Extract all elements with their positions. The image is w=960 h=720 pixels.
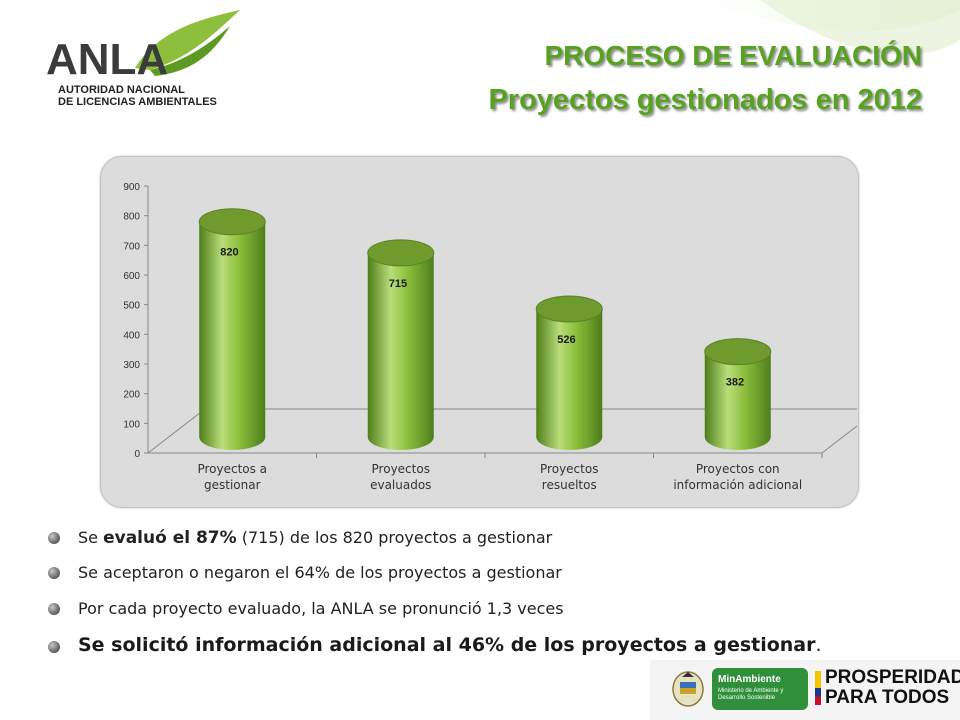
bar-top — [704, 338, 772, 366]
y-tick-label: 600 — [123, 271, 140, 282]
data-label: 382 — [726, 377, 744, 389]
slogan-line2: PARA TODOS — [825, 687, 950, 708]
ministry-subtitle: Ministerio de Ambiente y Desarrollo Sost… — [718, 688, 784, 701]
colombia-seal-icon — [672, 671, 704, 707]
logo-wordmark: ANLA — [46, 35, 168, 84]
bullet-dot-icon — [48, 603, 60, 615]
y-tick-label: 400 — [123, 330, 140, 341]
bullet-4-end: . — [815, 634, 822, 656]
page-title: PROCESO DE EVALUACIÓN — [544, 40, 922, 71]
x-tick-label: información adicional — [673, 478, 802, 492]
bullet-4-text: Se solicitó información adicional al 46%… — [78, 634, 816, 656]
bullet-dot-icon — [48, 532, 60, 544]
colombia-flag-icon — [815, 671, 821, 705]
logo-subtitle-line2: DE LICENCIAS AMBIENTALES — [58, 96, 217, 108]
y-tick-label: 500 — [123, 301, 140, 312]
minambiente-logo: MinAmbiente Ministerio de Ambiente y Des… — [712, 668, 808, 710]
bullet-1-bold: evaluó el 87% — [103, 528, 237, 548]
x-tick-label: Proyectos — [372, 462, 430, 476]
x-tick-label: gestionar — [204, 478, 261, 492]
bullet-item-2: Se aceptaron o negaron el 64% de los pro… — [78, 563, 562, 582]
x-tick-label: Proyectos a — [197, 462, 267, 476]
bar — [199, 221, 266, 450]
ministry-name: MinAmbiente — [718, 674, 781, 685]
y-tick-label: 300 — [123, 360, 140, 371]
data-label: 820 — [220, 247, 238, 259]
page-subtitle: Proyectos gestionados en 2012 — [488, 84, 922, 116]
slogan-logo: PROSPERIDAD PARA TODOS — [815, 668, 960, 708]
bar — [704, 351, 771, 450]
bar-top — [535, 295, 603, 323]
x-tick-label: Proyectos — [540, 462, 598, 476]
y-tick-label: 200 — [123, 390, 140, 401]
bar-chart: 0 100 200 300 400 500 600 700 800 900 820 Proyectos… — [123, 182, 857, 492]
logo-subtitle-line1: AUTORIDAD NACIONAL — [58, 84, 185, 96]
bar — [367, 252, 434, 450]
x-tick-label: evaluados — [370, 478, 431, 492]
x-tick-label: Proyectos con — [696, 462, 780, 476]
slogan-line1: PROSPERIDAD — [825, 667, 960, 688]
data-label: 715 — [389, 278, 407, 290]
y-tick-label: 800 — [123, 212, 140, 223]
data-label: 526 — [557, 334, 575, 346]
anla-logo: ANLA — [46, 10, 240, 84]
y-tick-label: 900 — [123, 182, 140, 193]
bullet-item-1: Se evaluó el 87% (715) de los 820 proyec… — [78, 528, 552, 548]
x-tick-label: resueltos — [542, 478, 597, 492]
bar — [536, 308, 603, 450]
bullet-1-post: (715) de los 820 proyectos a gestionar — [236, 528, 553, 547]
bullet-item-4: Se solicitó información adicional al 46%… — [78, 634, 822, 656]
y-tick-label: 100 — [123, 419, 140, 430]
bar-top — [198, 208, 266, 236]
bar-top — [367, 239, 435, 267]
y-tick-label: 700 — [123, 241, 140, 252]
bullet-dot-icon — [48, 641, 60, 653]
logo-subtitle: AUTORIDAD NACIONAL DE LICENCIAS AMBIENTA… — [58, 84, 217, 108]
y-tick-label: 0 — [134, 449, 140, 460]
bullet-dot-icon — [48, 567, 60, 579]
bullet-item-3: Por cada proyecto evaluado, la ANLA se p… — [78, 599, 564, 618]
bullet-1-pre: Se — [78, 528, 104, 547]
